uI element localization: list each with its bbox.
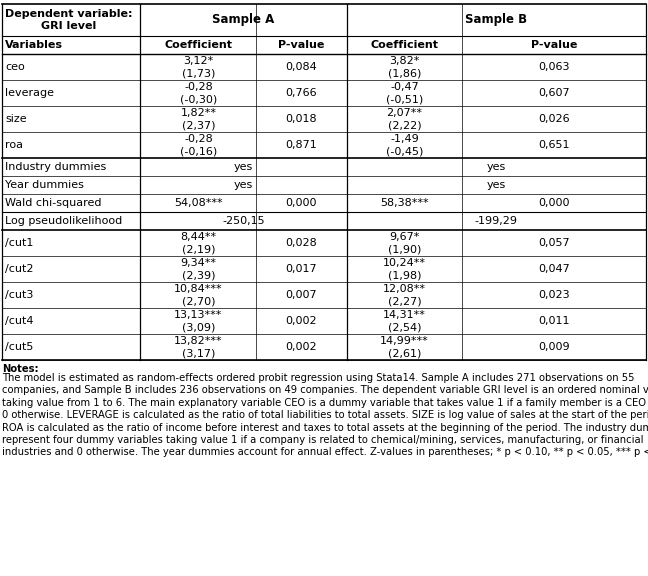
Text: 0,766: 0,766 (286, 88, 318, 98)
Text: ceo: ceo (5, 62, 25, 72)
Text: 0,000: 0,000 (538, 198, 570, 208)
Text: 0,002: 0,002 (286, 342, 318, 352)
Text: 13,82***
(3,17): 13,82*** (3,17) (174, 336, 223, 358)
Text: 0,017: 0,017 (286, 264, 318, 274)
Text: Log pseudolikelihood: Log pseudolikelihood (5, 216, 122, 226)
Text: yes: yes (234, 162, 253, 172)
Text: 14,99***
(2,61): 14,99*** (2,61) (380, 336, 429, 358)
Text: 0,871: 0,871 (286, 140, 318, 150)
Text: 0,002: 0,002 (286, 316, 318, 326)
Text: 0,063: 0,063 (538, 62, 570, 72)
Text: 54,08***: 54,08*** (174, 198, 223, 208)
Text: 0,047: 0,047 (538, 264, 570, 274)
Text: 0,651: 0,651 (538, 140, 570, 150)
Text: P-value: P-value (531, 40, 577, 50)
Text: 2,07**
(2,22): 2,07** (2,22) (386, 108, 422, 130)
Text: -0,28
(-0,16): -0,28 (-0,16) (179, 134, 217, 156)
Text: Dependent variable:
GRI level: Dependent variable: GRI level (5, 9, 132, 31)
Text: Sample A: Sample A (213, 13, 275, 26)
Text: The model is estimated as random-effects ordered probit regression using Stata14: The model is estimated as random-effects… (2, 373, 648, 457)
Text: 0,018: 0,018 (286, 114, 318, 124)
Text: size: size (5, 114, 27, 124)
Text: roa: roa (5, 140, 23, 150)
Text: Industry dummies: Industry dummies (5, 162, 106, 172)
Text: Wald chi-squared: Wald chi-squared (5, 198, 102, 208)
Text: 0,057: 0,057 (538, 238, 570, 248)
Text: 3,82*
(1,86): 3,82* (1,86) (388, 56, 421, 78)
Text: /cut5: /cut5 (5, 342, 34, 352)
Text: 0,084: 0,084 (286, 62, 318, 72)
Text: 0,026: 0,026 (538, 114, 570, 124)
Text: 0,028: 0,028 (286, 238, 318, 248)
Text: 14,31**
(2,54): 14,31** (2,54) (383, 310, 426, 332)
Text: -1,49
(-0,45): -1,49 (-0,45) (386, 134, 423, 156)
Text: /cut4: /cut4 (5, 316, 34, 326)
Text: Notes:: Notes: (2, 364, 39, 374)
Text: /cut3: /cut3 (5, 290, 34, 300)
Text: 9,67*
(1,90): 9,67* (1,90) (388, 232, 421, 254)
Text: 58,38***: 58,38*** (380, 198, 429, 208)
Text: yes: yes (234, 180, 253, 190)
Text: 0,607: 0,607 (538, 88, 570, 98)
Text: 10,24**
(1,98): 10,24** (1,98) (383, 258, 426, 280)
Text: Coefficient: Coefficient (371, 40, 439, 50)
Text: 3,12*
(1,73): 3,12* (1,73) (181, 56, 215, 78)
Text: Sample B: Sample B (465, 13, 527, 26)
Text: 8,44**
(2,19): 8,44** (2,19) (180, 232, 216, 254)
Text: -0,47
(-0,51): -0,47 (-0,51) (386, 82, 423, 104)
Text: -199,29: -199,29 (475, 216, 518, 226)
Text: 10,84***
(2,70): 10,84*** (2,70) (174, 284, 223, 306)
Text: 13,13***
(3,09): 13,13*** (3,09) (174, 310, 223, 332)
Text: 9,34**
(2,39): 9,34** (2,39) (180, 258, 216, 280)
Text: P-value: P-value (278, 40, 325, 50)
Text: 0,023: 0,023 (538, 290, 570, 300)
Text: /cut1: /cut1 (5, 238, 34, 248)
Text: yes: yes (487, 162, 506, 172)
Text: 12,08**
(2,27): 12,08** (2,27) (383, 284, 426, 306)
Text: 1,82**
(2,37): 1,82** (2,37) (180, 108, 216, 130)
Text: /cut2: /cut2 (5, 264, 34, 274)
Text: Year dummies: Year dummies (5, 180, 84, 190)
Text: 0,007: 0,007 (286, 290, 318, 300)
Text: -0,28
(-0,30): -0,28 (-0,30) (179, 82, 217, 104)
Text: Coefficient: Coefficient (165, 40, 233, 50)
Text: Variables: Variables (5, 40, 63, 50)
Text: -250,15: -250,15 (222, 216, 265, 226)
Text: 0,000: 0,000 (286, 198, 318, 208)
Text: leverage: leverage (5, 88, 54, 98)
Text: yes: yes (487, 180, 506, 190)
Text: 0,009: 0,009 (538, 342, 570, 352)
Text: 0,011: 0,011 (538, 316, 570, 326)
